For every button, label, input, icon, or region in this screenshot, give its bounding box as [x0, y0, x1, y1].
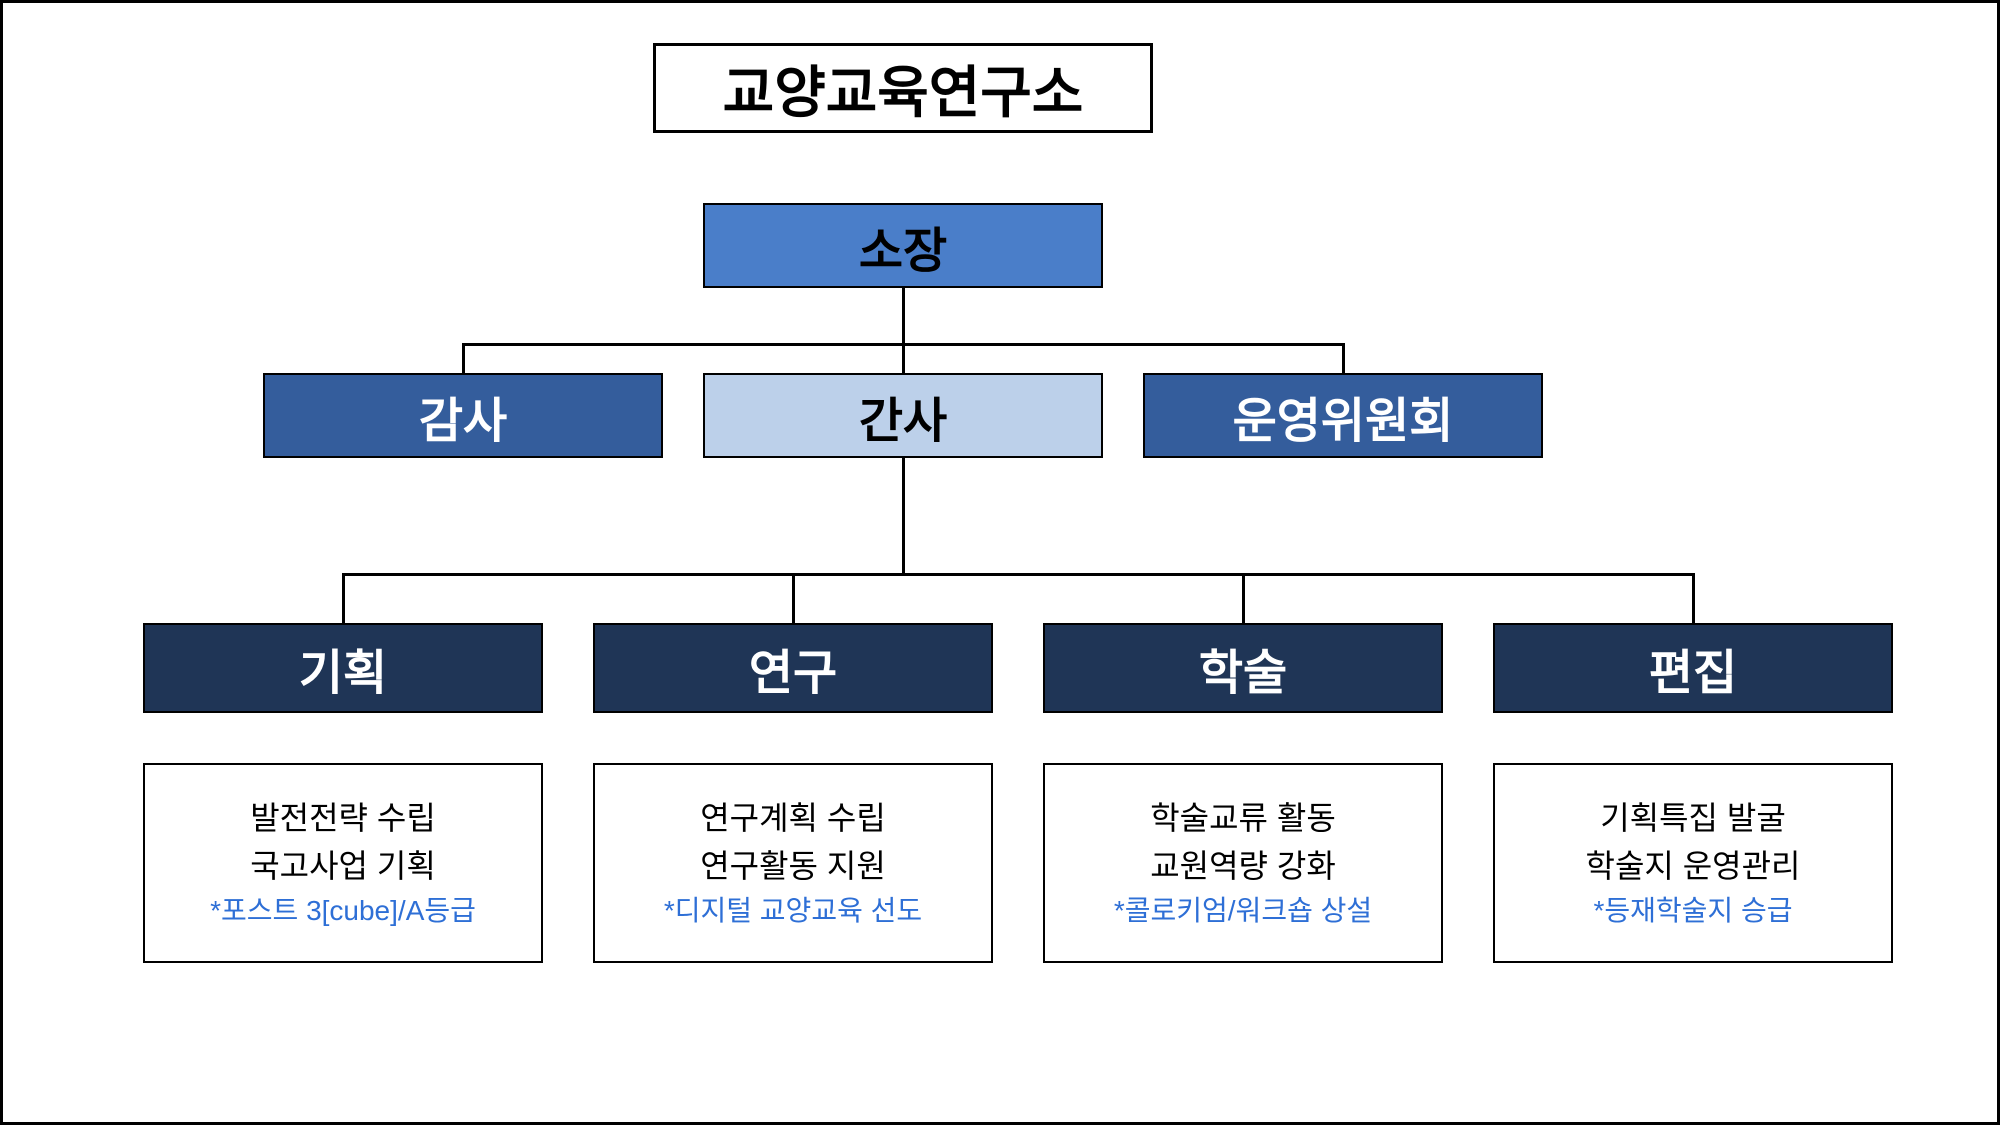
connector-drop-1c [1342, 343, 1345, 373]
connector-drop-2b [792, 573, 795, 623]
level2-label-2: 운영위원회 [1233, 381, 1454, 451]
detail-1-line2: 연구활동 지원 [700, 842, 886, 890]
connector-drop-2c [1242, 573, 1245, 623]
level2-box-audit: 감사 [263, 373, 663, 458]
connector-drop-2a [342, 573, 345, 623]
connector-vert-2 [902, 458, 905, 573]
dept-box-planning: 기획 [143, 623, 543, 713]
detail-1-note: *디지털 교양교육 선도 [664, 890, 922, 932]
dept-label-0: 기획 [299, 633, 387, 703]
detail-2-line1: 학술교류 활동 [1150, 794, 1336, 842]
dept-box-editorial: 편집 [1493, 623, 1893, 713]
detail-0-line2: 국고사업 기획 [250, 842, 436, 890]
detail-2-line2: 교원역량 강화 [1150, 842, 1336, 890]
detail-3-line2: 학술지 운영관리 [1586, 842, 1801, 890]
director-label: 소장 [859, 211, 947, 281]
detail-3-line1: 기획특집 발굴 [1600, 794, 1786, 842]
detail-3-note: *등재학술지 승급 [1594, 890, 1793, 932]
dept-label-3: 편집 [1649, 633, 1737, 703]
connector-drop-1a [462, 343, 465, 373]
detail-box-2: 학술교류 활동 교원역량 강화 *콜로키엄/워크숍 상설 [1043, 763, 1443, 963]
title-text: 교양교육연구소 [723, 48, 1084, 129]
detail-2-note: *콜로키엄/워크숍 상설 [1114, 890, 1372, 932]
org-chart-frame: 교양교육연구소 소장 감사 간사 운영위원회 기획 연구 학술 편집 발전전략 … [0, 0, 2000, 1125]
level2-label-1: 간사 [859, 381, 947, 451]
level2-box-committee: 운영위원회 [1143, 373, 1543, 458]
title-box: 교양교육연구소 [653, 43, 1153, 133]
detail-box-0: 발전전략 수립 국고사업 기획 *포스트 3[cube]/A등급 [143, 763, 543, 963]
level2-label-0: 감사 [419, 381, 507, 451]
director-box: 소장 [703, 203, 1103, 288]
detail-box-1: 연구계획 수립 연구활동 지원 *디지털 교양교육 선도 [593, 763, 993, 963]
dept-box-research: 연구 [593, 623, 993, 713]
connector-bus-2 [342, 573, 1694, 576]
connector-drop-1b [902, 343, 905, 373]
detail-box-3: 기획특집 발굴 학술지 운영관리 *등재학술지 승급 [1493, 763, 1893, 963]
connector-vert-1 [902, 288, 905, 343]
detail-0-line1: 발전전략 수립 [250, 794, 436, 842]
detail-0-note: *포스트 3[cube]/A등급 [210, 890, 476, 932]
level2-box-secretary: 간사 [703, 373, 1103, 458]
dept-label-1: 연구 [749, 633, 837, 703]
connector-drop-2d [1692, 573, 1695, 623]
detail-1-line1: 연구계획 수립 [700, 794, 886, 842]
dept-label-2: 학술 [1199, 633, 1287, 703]
dept-box-academic: 학술 [1043, 623, 1443, 713]
